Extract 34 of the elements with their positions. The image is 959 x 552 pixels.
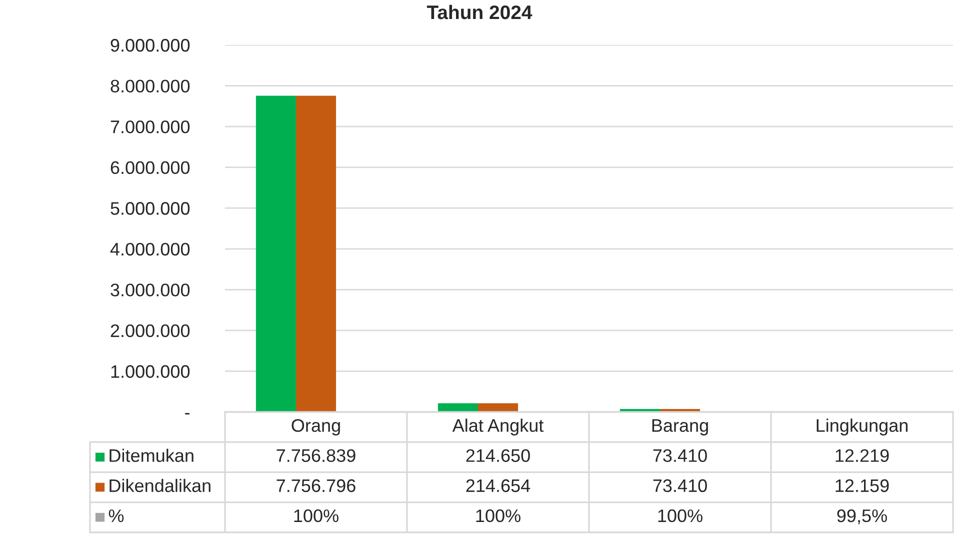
y-tick-label: 5.000.000: [110, 202, 190, 215]
bar: [296, 96, 336, 412]
data-label: 99,5%: [837, 509, 887, 524]
x-tick-label: Barang: [652, 419, 708, 436]
data-label: 100%: [294, 509, 338, 522]
data-label: 214.654: [466, 479, 530, 492]
data-label: 7.756.839: [276, 449, 356, 462]
data-label: 100%: [476, 509, 520, 522]
data-label: 73.410: [653, 479, 707, 492]
x-tick-label: Orang: [292, 419, 340, 436]
data-label: 214.650: [466, 449, 530, 462]
bar: [438, 403, 478, 412]
x-tick-label: Alat Angkut: [452, 418, 544, 436]
data-label: 12.159: [836, 479, 889, 492]
y-tick-label: 6.000.000: [110, 161, 190, 174]
y-tick-label: 7.000.000: [110, 120, 190, 134]
y-tick-label: 3.000.000: [110, 284, 190, 296]
x-tick-label: Lingkungan: [816, 418, 908, 436]
data-label: 100%: [658, 509, 702, 522]
y-tick-label: 4.000.000: [110, 242, 190, 256]
data-label: 73.410: [653, 449, 707, 462]
data-label: 12.219: [836, 449, 889, 462]
legend-label: %: [108, 509, 124, 522]
chart-title: Tahun 2024: [426, 4, 532, 20]
bar: [256, 96, 296, 412]
y-tick-label: -: [185, 413, 190, 414]
y-tick-label: 2.000.000: [110, 324, 190, 338]
legend-label: Dikendalikan: [110, 478, 210, 492]
y-tick-label: 8.000.000: [110, 80, 190, 92]
y-tick-label: 1.000.000: [111, 365, 190, 378]
legend-label: Ditemukan: [110, 448, 194, 462]
y-tick-label: 9.000.000: [110, 38, 190, 52]
bar: [478, 403, 518, 412]
data-label: 7.756.796: [276, 479, 356, 492]
